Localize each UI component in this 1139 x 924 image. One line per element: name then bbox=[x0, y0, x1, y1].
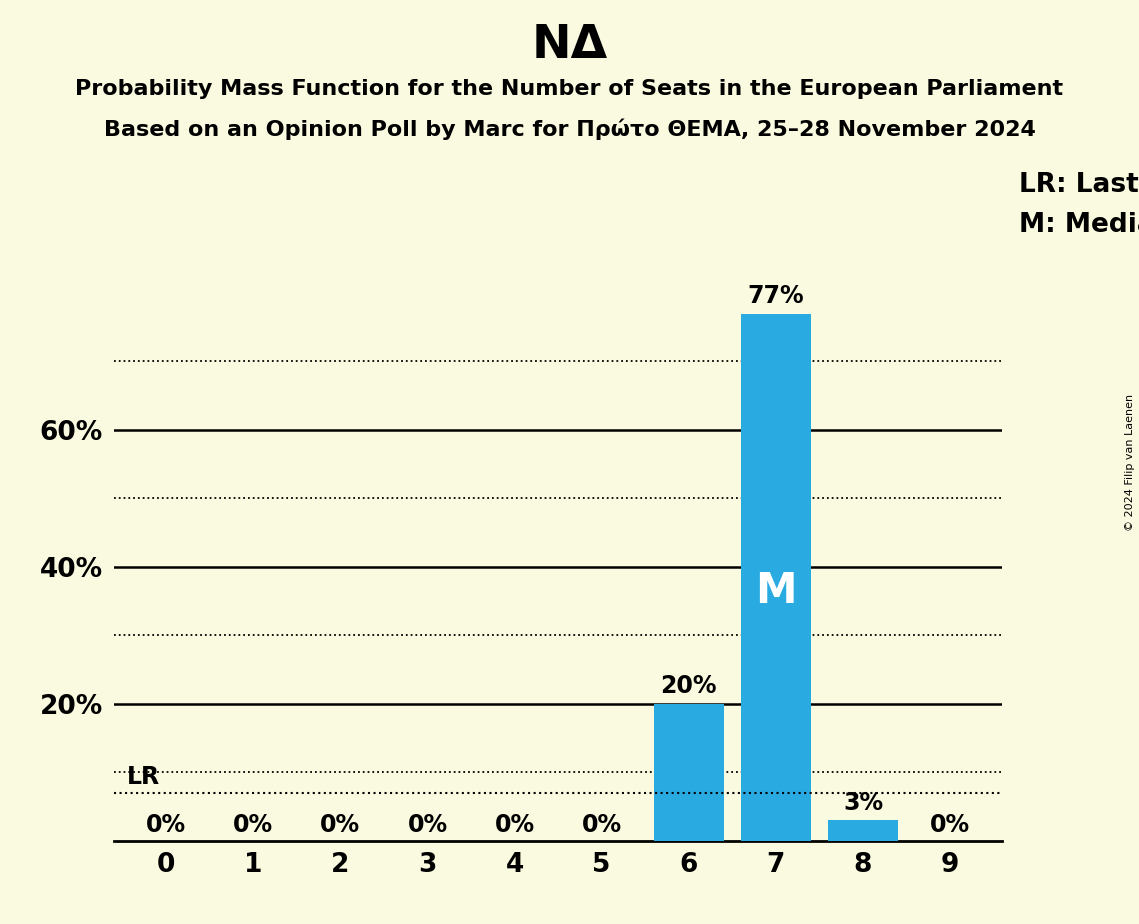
Text: 3%: 3% bbox=[843, 791, 883, 815]
Text: LR: LR bbox=[126, 765, 161, 789]
Text: 20%: 20% bbox=[661, 675, 718, 699]
Text: LR: Last Result: LR: Last Result bbox=[1019, 172, 1139, 198]
Text: M: Median: M: Median bbox=[1019, 212, 1139, 237]
Text: ΝΔ: ΝΔ bbox=[532, 23, 607, 68]
Text: 0%: 0% bbox=[146, 813, 186, 837]
Bar bbox=[654, 704, 723, 841]
Text: Based on an Opinion Poll by Marc for Πρώτο ΘΕΜΑ, 25–28 November 2024: Based on an Opinion Poll by Marc for Πρώ… bbox=[104, 118, 1035, 140]
Bar bbox=[828, 821, 898, 841]
Text: 0%: 0% bbox=[233, 813, 273, 837]
Text: 0%: 0% bbox=[494, 813, 534, 837]
Bar bbox=[741, 313, 811, 841]
Text: M: M bbox=[755, 569, 796, 612]
Text: Probability Mass Function for the Number of Seats in the European Parliament: Probability Mass Function for the Number… bbox=[75, 79, 1064, 99]
Text: © 2024 Filip van Laenen: © 2024 Filip van Laenen bbox=[1125, 394, 1134, 530]
Text: 77%: 77% bbox=[747, 284, 804, 308]
Text: 0%: 0% bbox=[320, 813, 360, 837]
Text: 0%: 0% bbox=[931, 813, 970, 837]
Text: 0%: 0% bbox=[408, 813, 448, 837]
Text: 0%: 0% bbox=[582, 813, 622, 837]
